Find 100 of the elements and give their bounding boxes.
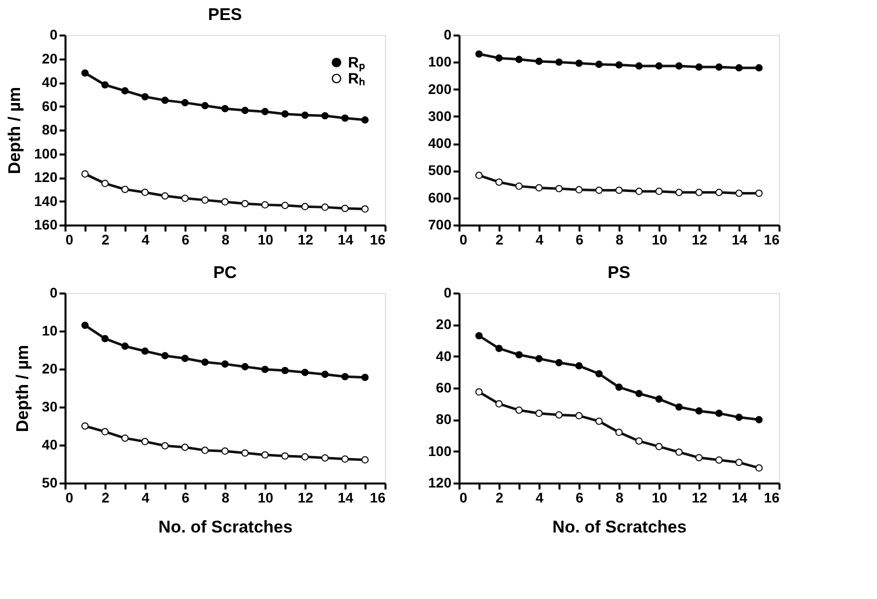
y-tick-label: 20	[42, 360, 58, 376]
x-tick-label: 10	[652, 490, 668, 506]
y-tick-label: 40	[436, 348, 452, 364]
x-tick-label: 14	[338, 490, 354, 506]
point	[341, 114, 349, 122]
point	[475, 50, 483, 58]
point	[361, 205, 369, 213]
point	[495, 54, 503, 62]
point	[475, 332, 483, 340]
x-tick-label: 2	[102, 232, 110, 248]
point	[241, 363, 249, 370]
chart-title: PC	[213, 263, 237, 282]
point	[515, 182, 523, 190]
point	[361, 116, 369, 124]
x-axis-title: No. of Scratches	[158, 518, 293, 536]
point	[555, 359, 563, 366]
point	[755, 416, 763, 424]
point	[261, 201, 269, 208]
x-tick-label: 4	[142, 232, 150, 248]
y-tick-label: 60	[436, 380, 452, 396]
point	[141, 438, 149, 446]
point	[281, 202, 289, 210]
point	[121, 342, 129, 350]
point	[655, 62, 663, 70]
x-tick-label: 6	[576, 232, 584, 248]
point	[341, 204, 349, 212]
point	[635, 390, 643, 398]
y-tick-label: 100	[428, 442, 452, 459]
x-tick-label: 8	[616, 232, 624, 248]
point	[121, 87, 129, 94]
point	[715, 63, 723, 71]
point	[361, 374, 369, 382]
point	[81, 422, 89, 430]
y-tick-label: 120	[34, 169, 58, 185]
x-axis-title: No. of Scratches	[552, 518, 687, 536]
point	[201, 196, 209, 204]
y-tick-label: 160	[34, 216, 58, 232]
point	[301, 453, 309, 460]
point	[715, 410, 723, 417]
point	[261, 451, 269, 459]
x-tick-label: 12	[692, 232, 708, 248]
point	[615, 428, 623, 436]
point	[221, 360, 229, 368]
x-tick-label: 4	[142, 490, 150, 506]
point	[695, 407, 703, 415]
x-tick-label: 14	[732, 490, 748, 506]
x-tick-label: 8	[222, 232, 230, 248]
point	[321, 454, 329, 462]
point	[81, 170, 89, 178]
y-tick-label: 20	[436, 316, 452, 332]
point	[615, 384, 623, 391]
x-tick-label: 8	[616, 490, 624, 506]
x-tick-label: 6	[182, 232, 190, 248]
x-tick-label: 14	[338, 232, 354, 248]
x-tick-label: 14	[732, 232, 748, 248]
chart-title: PES	[208, 5, 242, 24]
point	[515, 56, 523, 64]
point	[221, 104, 229, 112]
point	[181, 354, 189, 362]
point	[341, 372, 349, 380]
point	[101, 180, 109, 188]
point	[281, 110, 289, 118]
point	[281, 452, 289, 460]
point	[575, 362, 583, 370]
point	[101, 334, 109, 342]
point	[81, 322, 89, 329]
point	[695, 454, 703, 462]
point	[555, 411, 563, 419]
y-tick-label: 60	[42, 98, 58, 114]
point	[141, 93, 149, 100]
point	[495, 344, 503, 352]
point	[181, 99, 189, 106]
point	[221, 198, 229, 206]
point	[301, 368, 309, 376]
point	[261, 108, 269, 116]
x-tick-label: 0	[66, 232, 74, 248]
y-tick-label: 300	[428, 108, 452, 124]
point	[675, 403, 683, 411]
point	[615, 61, 623, 69]
point	[575, 186, 583, 194]
point	[715, 456, 723, 464]
point	[181, 194, 189, 202]
y-tick-label: 50	[42, 474, 58, 490]
point	[715, 188, 723, 196]
legend-label: Rₕ	[348, 70, 365, 88]
point	[735, 64, 743, 72]
point	[281, 366, 289, 374]
point	[615, 186, 623, 194]
point	[675, 448, 683, 456]
x-tick-label: 0	[460, 490, 468, 506]
point	[221, 447, 229, 455]
x-tick-label: 10	[258, 232, 274, 248]
point	[321, 112, 329, 120]
x-tick-label: 6	[576, 490, 584, 506]
point	[535, 410, 543, 417]
point	[755, 190, 763, 197]
point	[655, 188, 663, 195]
point	[161, 442, 169, 450]
x-tick-label: 0	[66, 490, 74, 506]
y-tick-label: 40	[42, 74, 58, 90]
